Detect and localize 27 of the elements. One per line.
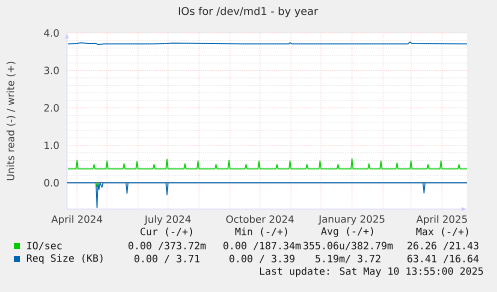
legend-label: IO/sec xyxy=(27,242,62,250)
text: 0.00 / 3.71 xyxy=(134,254,200,264)
y-axis-title: Units read (-) / write (+) xyxy=(6,62,16,180)
text: Max (-/+) xyxy=(416,228,468,236)
text: 0.00 /187.34m xyxy=(224,242,301,250)
text: 26.26 /21.43 xyxy=(408,242,478,250)
y-tick-label: 4.0 xyxy=(44,29,59,37)
x-tick-label: October 2024 xyxy=(226,215,294,223)
x-tick-label: April 2025 xyxy=(416,215,467,225)
legend-label: Req Size (KB) xyxy=(26,254,102,264)
text: 5.19m/ 3.72 xyxy=(316,254,380,264)
text: 0.00 / 3.39 xyxy=(230,254,294,264)
text: 355.06u/382.79m xyxy=(304,242,393,250)
x-tick-label: April 2024 xyxy=(51,215,102,225)
text: 63.41 /16.64 xyxy=(408,254,479,264)
y-tick-label: 3.0 xyxy=(44,66,59,74)
y-tick-label: 0.0 xyxy=(44,178,59,187)
text: Avg (-/+) xyxy=(321,227,373,237)
y-tick-label: 2.0 xyxy=(44,104,59,112)
y-tick-label: 1.0 xyxy=(44,142,59,150)
x-tick-label: July 2024 xyxy=(144,215,191,225)
text: Cur (-/+) xyxy=(140,228,192,236)
text: Last update: Sat May 10 13:55:00 2025 xyxy=(260,267,483,277)
text: Min (-/+) xyxy=(235,228,287,236)
x-tick-label: January 2025 xyxy=(318,215,384,225)
chart-title: IOs for /dev/md1 - by year xyxy=(178,6,318,18)
text: 0.00 /373.72m xyxy=(128,242,206,250)
